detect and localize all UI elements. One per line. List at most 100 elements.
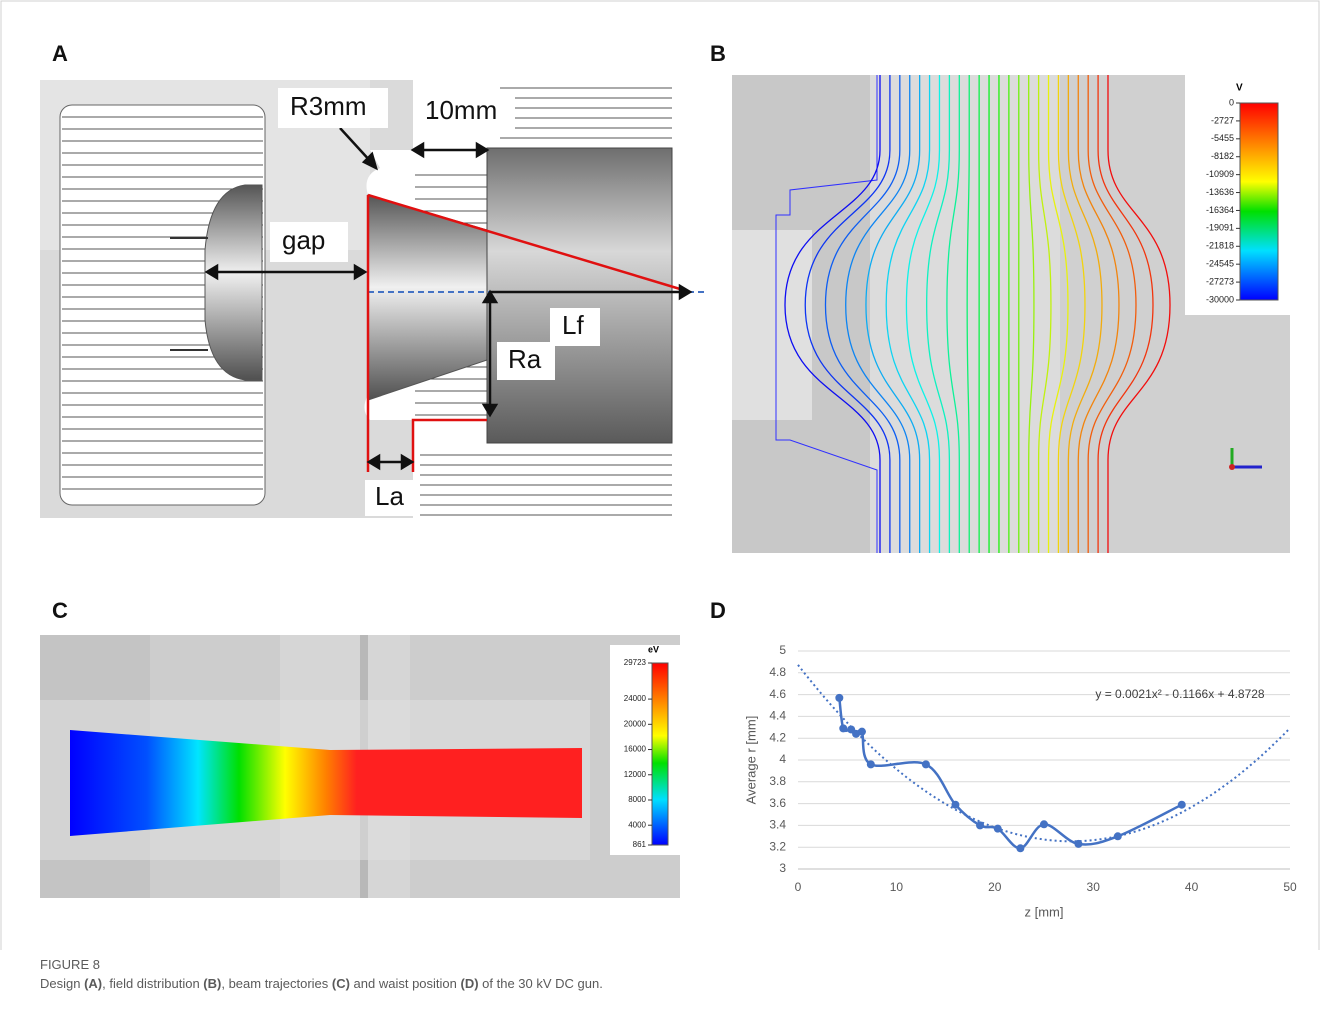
diagram-label: R3mm xyxy=(290,91,367,121)
colorbar-tick-label: -13636 xyxy=(1206,187,1234,197)
caption-segment: , field distribution xyxy=(102,976,204,991)
colorbar-tick-label: 12000 xyxy=(624,770,647,779)
colorbar-tick-label: -2727 xyxy=(1211,115,1234,125)
colorbar-tick-label: 24000 xyxy=(624,694,647,703)
panel-label: A xyxy=(52,41,68,66)
contour xyxy=(1037,75,1052,553)
contour xyxy=(885,75,931,553)
point xyxy=(1040,820,1048,829)
y-tick-label: 4.2 xyxy=(769,730,786,744)
point xyxy=(921,760,930,769)
panel-label: D xyxy=(710,598,726,623)
colorbar-tick-label: 20000 xyxy=(624,719,647,728)
caption-label: FIGURE 8 xyxy=(40,957,100,972)
point xyxy=(866,760,875,769)
colorbar-tick-label: -27273 xyxy=(1206,276,1234,286)
colorbar-tick-label: -24545 xyxy=(1206,259,1234,269)
colorbar-title: V xyxy=(1236,83,1243,94)
colorbar-tick-label: -8182 xyxy=(1211,151,1234,161)
contour xyxy=(1057,75,1086,553)
colorbar-tick-label: -16364 xyxy=(1206,205,1234,215)
annotation: y = 0.0021x² - 0.1166x + 4.8728 xyxy=(1095,687,1265,701)
panel-a: R3mm 10mm gap Lf Ra La xyxy=(40,80,705,518)
contour xyxy=(1097,75,1154,553)
colorbar-tick-label: -10909 xyxy=(1206,169,1234,179)
x-tick-label: 10 xyxy=(890,880,904,894)
y-tick-label: 3.8 xyxy=(769,774,786,788)
point xyxy=(976,821,985,830)
colorbar-tick-label: 29723 xyxy=(624,658,647,667)
frame xyxy=(0,0,1320,950)
y-tick-label: 4.8 xyxy=(769,665,786,679)
colorbar-tick-label: 16000 xyxy=(624,745,647,754)
panel-c: eV 29723 24000 20000 16000 12000 8000 4000 861 xyxy=(40,635,680,898)
caption-segment: (A) xyxy=(84,976,103,991)
diagram-label: La xyxy=(375,481,404,511)
diagram-label: 10mm xyxy=(425,95,497,125)
colorbar-tick-label: -30000 xyxy=(1206,294,1234,304)
panel-d: 33.23.43.63.844.24.44.64.850 10 20 30 40 50z … xyxy=(743,643,1297,919)
y-tick-label: 3 xyxy=(779,861,786,875)
contour xyxy=(1107,75,1171,553)
contour xyxy=(905,75,941,553)
colorbar-tick-label: -19091 xyxy=(1206,223,1234,233)
panel-label: C xyxy=(52,598,68,623)
colorbar-tick-label: -5455 xyxy=(1211,133,1234,143)
caption-segment: (C) xyxy=(331,976,350,991)
contour xyxy=(784,75,881,553)
contour xyxy=(1047,75,1069,553)
point xyxy=(951,800,960,809)
caption-segment: Design xyxy=(40,976,85,991)
point xyxy=(1016,844,1025,853)
caption-segment: of the 30 kV DC gun. xyxy=(478,976,603,991)
panel-b: V 0 -2727 -5455 -8182 -10909 -13636 -16364 -190… xyxy=(732,75,1290,553)
beam xyxy=(70,730,582,836)
figure: A B C D R3mm 10mm gap Lf Ra La V 0-2727- xyxy=(0,0,1320,950)
point xyxy=(1177,800,1186,809)
contour xyxy=(1028,75,1035,553)
caption-segment: (D) xyxy=(460,976,479,991)
point xyxy=(993,824,1002,833)
y-tick-label: 3.6 xyxy=(769,796,786,810)
colorbar-tick-label: 0 xyxy=(1229,97,1234,107)
y-tick-label: 4.4 xyxy=(769,709,786,723)
diagram-label: Lf xyxy=(562,310,584,340)
point xyxy=(1074,839,1083,848)
caption-segment: (B) xyxy=(203,976,222,991)
y-tick-label: 4.6 xyxy=(769,687,786,701)
caption-text: Design (A), field distribution (B), beam… xyxy=(40,974,603,993)
x-tick-label: 20 xyxy=(988,880,1002,894)
contour xyxy=(1077,75,1120,553)
contour xyxy=(1067,75,1103,553)
y-axis-label: Average r [mm] xyxy=(743,716,758,805)
contour xyxy=(865,75,921,553)
contour xyxy=(946,75,960,553)
contour xyxy=(845,75,911,553)
contour xyxy=(804,75,891,553)
y-tick-label: 3.2 xyxy=(769,839,786,853)
point xyxy=(857,727,866,736)
y-tick-label: 5 xyxy=(779,643,786,657)
x-axis-label: z [mm] xyxy=(1025,904,1064,919)
colorbar-tick-label: -21818 xyxy=(1206,241,1234,251)
y-tick-label: 3.4 xyxy=(769,818,786,832)
diagram-label: Ra xyxy=(508,344,542,374)
point xyxy=(835,693,844,702)
caption: FIGURE 8 Design (A), field distribution … xyxy=(40,955,603,993)
caption-segment: , beam trajectories xyxy=(221,976,332,991)
point xyxy=(1113,832,1122,841)
y-tick-label: 4 xyxy=(779,752,786,766)
colorbar-title: eV xyxy=(648,644,659,654)
trendline xyxy=(797,664,1291,843)
colorbar-tick-label: 861 xyxy=(633,840,647,849)
colorbar-tick-label: 4000 xyxy=(628,820,646,829)
contour xyxy=(966,75,970,553)
point xyxy=(839,724,848,733)
colorbar-tick-label: 8000 xyxy=(628,795,646,804)
x-tick-label: 50 xyxy=(1283,880,1297,894)
x-tick-label: 40 xyxy=(1185,880,1199,894)
caption-segment: and waist position xyxy=(349,976,461,991)
x-tick-label: 30 xyxy=(1087,880,1101,894)
contour xyxy=(1087,75,1137,553)
